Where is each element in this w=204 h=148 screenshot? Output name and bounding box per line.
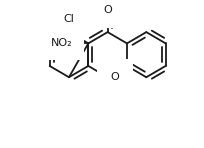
- Text: NO₂: NO₂: [51, 38, 73, 48]
- Text: O: O: [103, 5, 112, 15]
- Text: O: O: [111, 72, 119, 82]
- Text: Cl: Cl: [63, 14, 74, 24]
